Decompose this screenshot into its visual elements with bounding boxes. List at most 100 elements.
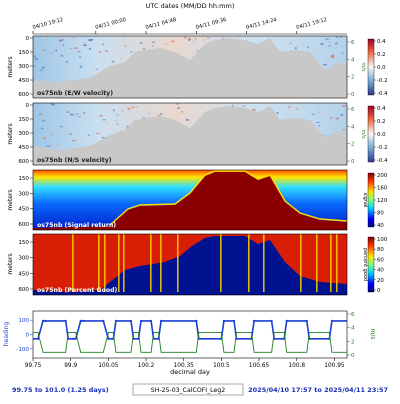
stripe (263, 234, 265, 292)
speed-tick-label: 2 (351, 75, 354, 81)
colorbar-tick-label: -0.4 (377, 158, 388, 164)
heading-point (330, 319, 334, 322)
speckle-cell (75, 43, 79, 46)
left-axis-label: heading (3, 322, 10, 346)
speckle-cell (127, 107, 131, 110)
panel-label: os75nb (Percent Good) (37, 287, 118, 294)
speckle-cell (44, 38, 49, 40)
speckle-cell (69, 133, 73, 135)
speckle-cell (33, 65, 37, 68)
speckle-cell (129, 51, 133, 53)
heading-point (33, 337, 35, 340)
heading-point (114, 319, 117, 322)
bottom-mask (33, 38, 347, 98)
top-axis-label: UTC dates (MM/DD hh:mm) (146, 2, 235, 10)
top-tick-label: 04/11 19:12 (296, 17, 328, 31)
speckle-cell (342, 128, 346, 131)
right-axis-label: m/s (369, 329, 376, 340)
speed-axes: 0 2 4 6 m/s 0 2 4 6 m/s (347, 40, 366, 165)
bottom-echo (33, 172, 347, 230)
panel-percent-good: os75nb (Percent Good) meters (7, 233, 348, 296)
speckle-cell (83, 41, 87, 44)
colorbar-tick-label: 0.0 (377, 65, 386, 71)
speckle-cell (311, 113, 315, 115)
speckle-cell (151, 45, 154, 47)
x-tick-label: 100.05 (98, 363, 119, 369)
colorbar-tick-label: -0.2 (377, 78, 388, 84)
speckle-cell (175, 108, 178, 110)
y-tick-label: 300 (18, 131, 29, 137)
speckle-cell (126, 125, 130, 128)
speed-axis-label: m/s (360, 62, 366, 72)
heading-point (102, 319, 105, 322)
colorbar (367, 38, 375, 96)
top-tick-label: 04/11 09:36 (195, 17, 227, 31)
y-axis-label: meters (7, 56, 14, 77)
y-tick-label: 600 (18, 92, 29, 98)
x-tick-label: 100.95 (324, 363, 345, 369)
footer-dates: 2025/04/10 17:57 to 2025/04/11 23:57 (248, 386, 388, 394)
speckle-cell (318, 111, 321, 113)
speckle-cell (55, 49, 58, 52)
heading-point (195, 319, 198, 322)
speckle-cell (72, 36, 76, 38)
heading-point (64, 319, 67, 322)
y-tick-label: 150 (18, 50, 29, 56)
speckle-cell (35, 58, 38, 60)
speckle-cell (61, 131, 64, 133)
speckle-cell (88, 39, 92, 42)
speckle-cell (238, 36, 241, 38)
heading-point (41, 319, 45, 322)
speckle-cell (255, 36, 258, 38)
speed-tick-label: 6 (351, 107, 355, 113)
y-tick-label: 0 (25, 103, 29, 109)
stripe (336, 234, 338, 292)
speckle-cell (83, 44, 87, 46)
speckle-cell (42, 66, 45, 69)
speckle-cell (289, 42, 292, 44)
heading-point (82, 319, 85, 322)
stripe (160, 234, 162, 292)
colorbar-tick-label: 0.4 (377, 39, 386, 45)
speckle-cell (88, 47, 91, 50)
speckle-cell (124, 45, 127, 47)
speckle-cell (45, 114, 49, 116)
speckle-cell (221, 37, 225, 39)
speed-tick-label: 0 (351, 92, 355, 98)
speckle-cell (78, 51, 81, 53)
speckle-cell (164, 43, 168, 45)
x-tick-label: 99.75 (25, 363, 42, 369)
speckle-cell (116, 123, 119, 125)
heading-point (72, 337, 75, 340)
speckle-cell (76, 113, 79, 115)
speckle-cell (105, 50, 108, 52)
speckle-cell (70, 113, 74, 116)
speckle-cell (318, 125, 321, 127)
colorbar-tick-label: -0.4 (377, 91, 388, 97)
colorbar-label: signal (362, 193, 368, 208)
y-tick-label: 450 (18, 78, 29, 84)
x-tick-label: 100.2 (138, 363, 155, 369)
speckle-cell (90, 39, 94, 41)
speed-tick-label: 0 (351, 159, 355, 165)
speckle-cell (320, 43, 324, 45)
speckle-cell (106, 122, 109, 124)
speed-tick-label: 6 (351, 40, 355, 46)
speckle-cell (328, 45, 331, 47)
speckle-cell (335, 117, 339, 120)
speckle-cell (51, 103, 55, 106)
speckle-cell (105, 103, 109, 105)
speckle-cell (50, 134, 53, 136)
y-tick-label: 600 (18, 287, 29, 293)
colorbar-tick-label: 100 (377, 237, 388, 243)
speckle-cell (39, 113, 42, 116)
colorbar-tick-label: 120 (377, 198, 388, 204)
speckle-cell (42, 49, 47, 51)
speckle-cell (159, 113, 163, 115)
speckle-cell (196, 49, 199, 52)
heading-point (270, 319, 273, 322)
left-tick-label: 100 (18, 318, 29, 324)
panel-y-ticks: 0 150 300 450 600 0 150 300 450 600 150 300 450 600 15… (18, 36, 33, 293)
speckle-cell (59, 61, 62, 64)
speckle-cell (60, 44, 63, 47)
